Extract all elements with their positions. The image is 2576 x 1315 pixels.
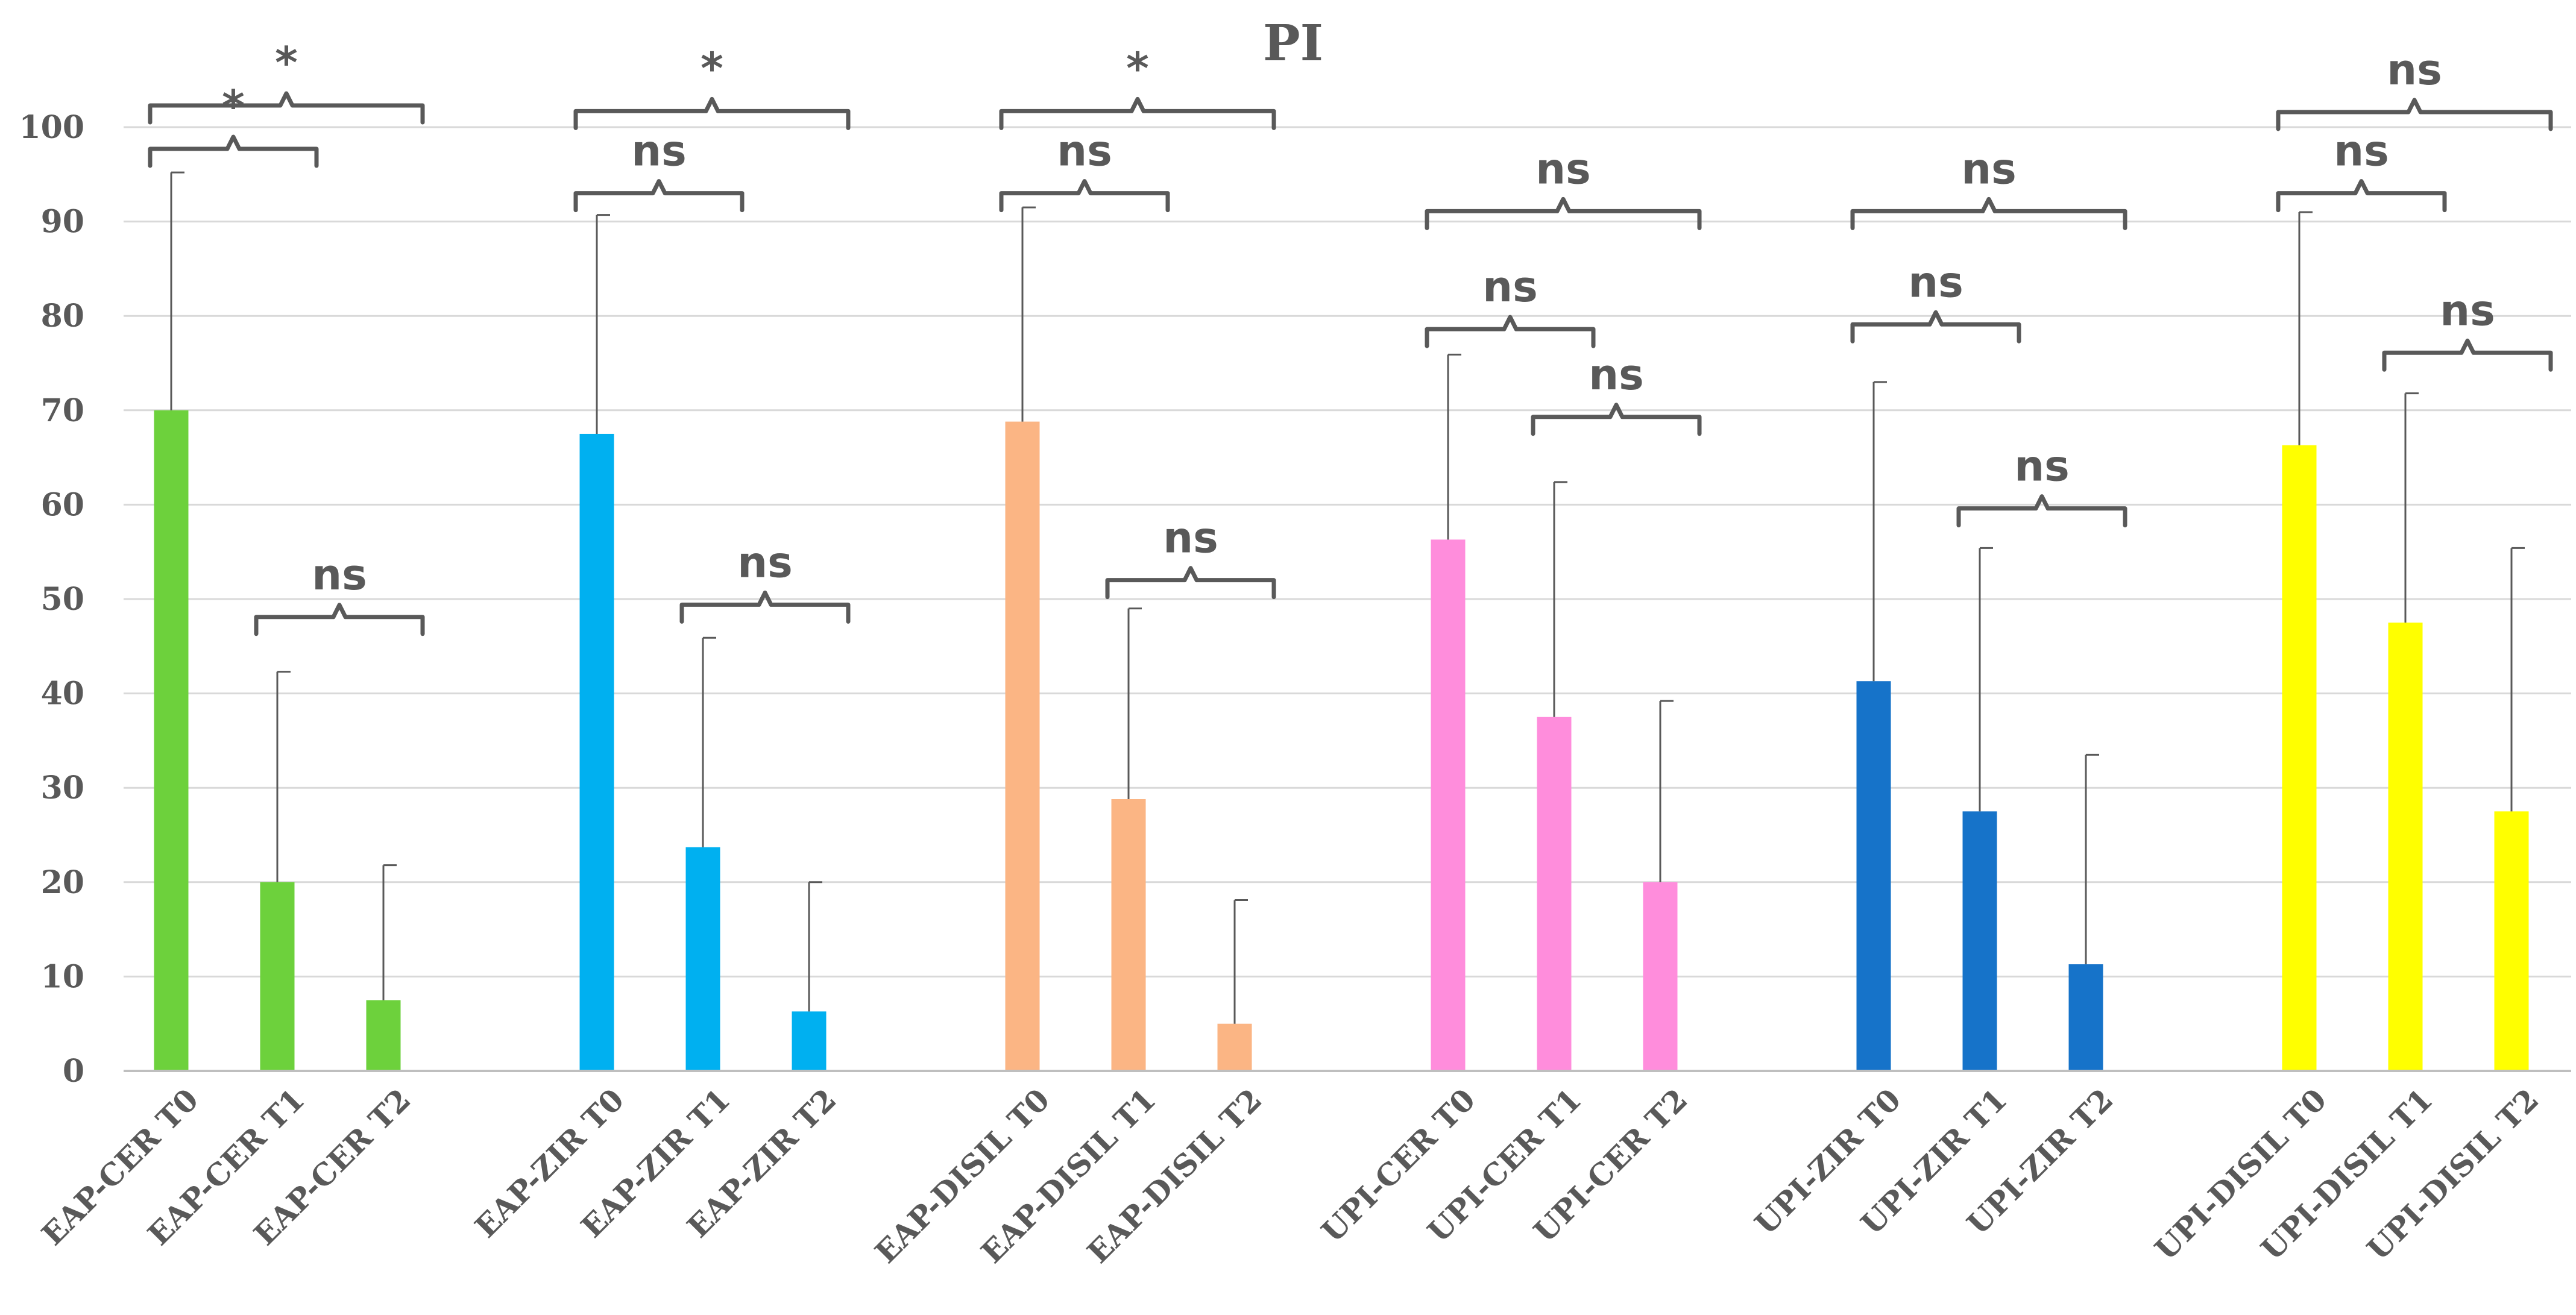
significance-label: * <box>1126 43 1149 93</box>
significance-label: ns <box>312 550 367 600</box>
bar <box>1005 421 1040 1071</box>
significance-label: ns <box>1908 257 1963 307</box>
significance-bracket <box>999 96 1276 130</box>
y-tick-label: 60 <box>41 486 84 523</box>
y-tick-label: 0 <box>63 1053 84 1090</box>
bar <box>2494 811 2529 1071</box>
y-tick-label: 20 <box>41 864 84 901</box>
significance-bracket <box>2276 98 2553 131</box>
y-tick-label: 30 <box>41 770 84 806</box>
bar <box>1643 882 1678 1071</box>
significance-label: ns <box>2334 127 2389 176</box>
significance-label: * <box>701 43 723 93</box>
significance-label: ns <box>631 127 687 176</box>
y-tick-label: 50 <box>41 581 84 618</box>
significance-label: ns <box>1589 350 1644 400</box>
significance-label: ns <box>1482 262 1538 312</box>
y-tick-label: 10 <box>41 958 84 995</box>
y-tick-label: 80 <box>41 298 84 334</box>
bar <box>1217 1023 1252 1071</box>
y-tick-label: 100 <box>19 109 84 146</box>
significance-label: ns <box>1057 127 1112 176</box>
bar <box>685 847 720 1071</box>
significance-brackets: * * ns * ns ns * ns ns ns ns ns ns ns ns ns ns ns <box>148 37 2553 636</box>
bar <box>260 882 295 1071</box>
significance-bracket <box>2276 179 2447 213</box>
gridlines <box>124 126 2571 978</box>
bar <box>1856 681 1891 1071</box>
significance-bracket <box>148 91 425 125</box>
y-axis-tick-labels: 0 10 20 30 40 50 60 70 80 90 100 <box>19 109 84 1090</box>
bar <box>1962 811 1997 1071</box>
significance-label: ns <box>1535 144 1591 193</box>
significance-label: ns <box>2387 45 2442 95</box>
significance-bracket <box>1425 315 1596 348</box>
y-tick-label: 40 <box>41 676 84 712</box>
chart-title: PI <box>1263 14 1323 72</box>
error-bars <box>170 171 2525 1024</box>
significance-label: * <box>222 81 245 131</box>
significance-bracket <box>1105 566 1276 600</box>
bar <box>366 1000 401 1071</box>
significance-bracket <box>254 603 425 636</box>
bar <box>154 410 189 1071</box>
y-tick-label: 70 <box>41 392 84 429</box>
significance-bracket <box>1956 494 2127 528</box>
bar <box>1111 799 1146 1071</box>
significance-bracket <box>1850 310 2021 344</box>
bar <box>2388 623 2423 1071</box>
significance-label: ns <box>2014 442 2070 491</box>
significance-label: ns <box>2440 286 2495 335</box>
significance-bracket <box>999 179 1170 213</box>
x-category-label: EAP-DISIL T0 <box>868 1082 1057 1270</box>
significance-bracket <box>1850 196 2127 230</box>
bar <box>2282 445 2317 1072</box>
significance-bracket <box>679 590 851 624</box>
significance-label: ns <box>1961 144 2017 193</box>
y-tick-label: 90 <box>41 204 84 240</box>
significance-bracket <box>573 179 745 213</box>
bar <box>1431 539 1466 1071</box>
significance-bracket <box>573 96 851 130</box>
bars <box>154 410 2529 1072</box>
bar <box>579 433 614 1072</box>
bar <box>792 1011 827 1071</box>
significance-bracket <box>1425 196 1702 230</box>
significance-bracket <box>1531 403 1702 436</box>
significance-bracket <box>2382 338 2553 372</box>
bar <box>2068 964 2103 1071</box>
bar <box>1537 717 1572 1071</box>
significance-label: * <box>275 37 298 88</box>
significance-label: ns <box>737 538 793 587</box>
significance-label: ns <box>1163 513 1218 563</box>
significance-bracket <box>148 134 319 168</box>
